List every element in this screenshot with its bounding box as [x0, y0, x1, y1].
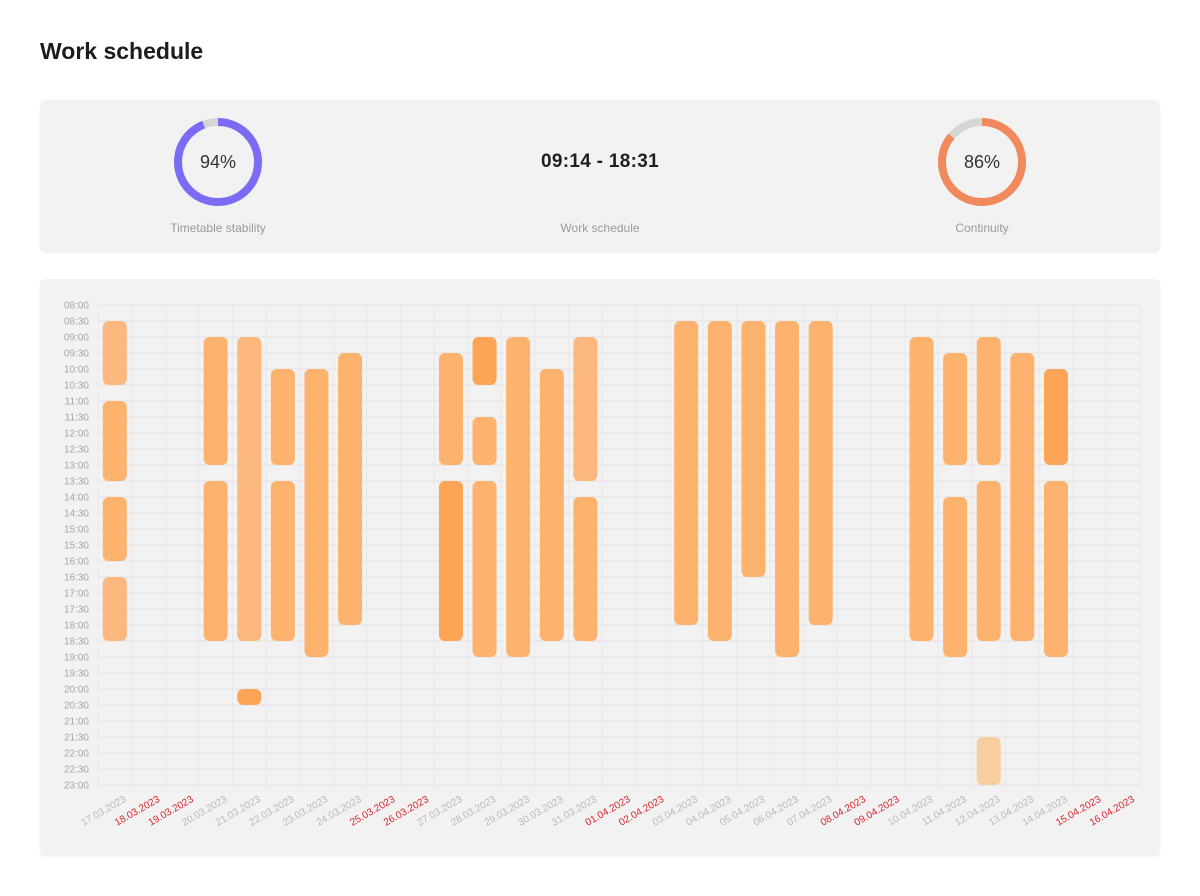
y-tick-label: 11:30: [65, 413, 90, 424]
y-tick-label: 16:00: [64, 557, 89, 568]
page-title: Work schedule: [40, 38, 204, 64]
work-interval-bar: [1043, 481, 1068, 657]
y-tick-label: 11:00: [65, 397, 90, 408]
y-tick-label: 20:00: [64, 685, 89, 696]
continuity-label: Continuity: [955, 221, 1009, 235]
y-tick-label: 20:30: [64, 701, 89, 712]
schedule-range: 09:14 - 18:31: [541, 151, 659, 172]
work-interval-bar: [741, 321, 766, 577]
y-tick-label: 15:00: [64, 525, 89, 536]
y-tick-label: 22:30: [64, 765, 89, 776]
stats-card: 94% Timetable stability 09:14 - 18:31 Wo…: [40, 100, 1160, 252]
work-interval-bar: [438, 353, 463, 465]
schedule-label: Work schedule: [560, 221, 640, 235]
y-tick-label: 08:00: [64, 301, 89, 312]
work-interval-bar: [237, 337, 262, 641]
y-tick-label: 22:00: [64, 749, 89, 760]
schedule-stat: 09:14 - 18:31 Work schedule: [490, 100, 710, 252]
y-tick-label: 17:30: [64, 605, 89, 616]
y-tick-label: 10:30: [64, 381, 89, 392]
work-interval-bar: [203, 481, 228, 641]
y-tick-label: 14:00: [64, 493, 89, 504]
work-interval-bar: [472, 417, 497, 465]
work-interval-bar: [539, 369, 564, 641]
work-interval-bar: [573, 337, 598, 481]
work-interval-bar: [270, 481, 295, 641]
work-interval-bar: [943, 353, 968, 465]
y-tick-label: 21:00: [64, 717, 89, 728]
schedule-chart: 08:00 08:30 09:00 09:30 10:00 10:30 11:00 11:30…: [64, 301, 1141, 829]
stability-stat: 94% Timetable stability: [108, 100, 328, 252]
work-interval-bar: [943, 497, 968, 657]
stability-ring: [174, 118, 262, 206]
work-interval-bar: [506, 337, 531, 657]
y-tick-label: 12:30: [64, 445, 89, 456]
y-tick-label: 17:00: [64, 589, 89, 600]
y-tick-label: 15:30: [64, 541, 89, 552]
continuity-stat: 86% Continuity: [872, 100, 1092, 252]
y-tick-label: 13:30: [64, 477, 89, 488]
y-tick-label: 09:00: [64, 333, 89, 344]
y-tick-label: 18:30: [64, 637, 89, 648]
y-tick-label: 19:30: [64, 669, 89, 680]
work-interval-bar: [808, 321, 833, 625]
work-interval-bar: [102, 577, 127, 641]
work-interval-bar: [674, 321, 699, 625]
work-interval-bar: [270, 369, 295, 465]
work-interval-bar: [707, 321, 732, 641]
work-interval-bar: [976, 481, 1001, 641]
work-interval-bar: [472, 337, 497, 385]
work-interval-bar: [102, 497, 127, 561]
work-interval-bar: [338, 353, 363, 625]
y-tick-label: 10:00: [64, 365, 89, 376]
y-tick-label: 16:30: [64, 573, 89, 584]
work-interval-bar: [976, 737, 1001, 785]
y-tick-label: 23:00: [64, 781, 89, 792]
y-tick-label: 12:00: [64, 429, 89, 440]
y-tick-label: 09:30: [64, 349, 89, 360]
work-interval-bar: [976, 337, 1001, 465]
work-interval-bar: [102, 401, 127, 481]
y-tick-label: 14:30: [64, 509, 89, 520]
schedule-chart-card: 08:00 08:30 09:00 09:30 10:00 10:30 11:00 11:30…: [40, 279, 1160, 856]
work-interval-bar: [472, 481, 497, 657]
continuity-ring: [938, 118, 1026, 206]
y-tick-label: 13:00: [64, 461, 89, 472]
y-tick-label: 21:30: [64, 733, 89, 744]
y-tick-label: 18:00: [64, 621, 89, 632]
y-tick-label: 08:30: [64, 317, 89, 328]
work-interval-bar: [237, 689, 262, 705]
stability-label: Timetable stability: [170, 221, 266, 235]
work-interval-bar: [438, 481, 463, 641]
work-interval-bar: [775, 321, 800, 657]
work-interval-bar: [102, 321, 127, 385]
y-tick-label: 19:00: [64, 653, 89, 664]
work-interval-bar: [1010, 353, 1035, 641]
work-interval-bar: [203, 337, 228, 465]
work-interval-bar: [1043, 369, 1068, 465]
work-interval-bar: [573, 497, 598, 641]
stability-value: 94%: [199, 152, 237, 172]
work-interval-bar: [909, 337, 934, 641]
continuity-value: 86%: [963, 152, 1001, 172]
work-interval-bar: [304, 369, 329, 657]
